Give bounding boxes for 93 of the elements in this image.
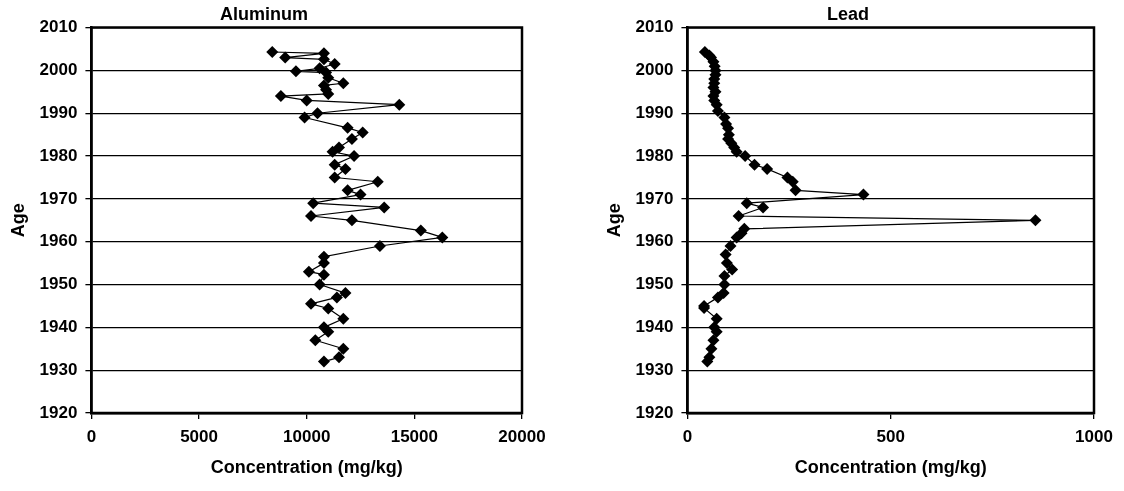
point bbox=[317, 268, 330, 281]
point bbox=[322, 302, 335, 315]
x-axis-title: Concentration (mg/kg) bbox=[794, 457, 987, 478]
point bbox=[354, 188, 367, 201]
point bbox=[373, 239, 386, 252]
point bbox=[307, 197, 320, 210]
point bbox=[740, 197, 753, 210]
point bbox=[393, 98, 406, 111]
point bbox=[305, 210, 318, 223]
y-tick-label: 1970 bbox=[39, 188, 78, 208]
y-tick-label: 1930 bbox=[635, 359, 674, 379]
point bbox=[337, 312, 350, 325]
x-axis-title: Concentration (mg/kg) bbox=[210, 457, 403, 478]
point bbox=[711, 291, 724, 304]
point bbox=[748, 158, 761, 171]
point bbox=[718, 269, 731, 282]
point bbox=[337, 77, 350, 90]
x-tick-label: 20000 bbox=[498, 426, 546, 446]
point bbox=[345, 132, 358, 145]
y-tick-label: 1960 bbox=[39, 231, 78, 251]
x-tick-label: 1000 bbox=[1075, 426, 1113, 446]
point bbox=[707, 334, 720, 347]
point bbox=[328, 58, 341, 70]
y-tick-label: 1940 bbox=[635, 317, 674, 337]
point bbox=[317, 355, 330, 368]
y-tick-label: 1950 bbox=[635, 274, 674, 294]
x-tick-label: 5000 bbox=[180, 426, 218, 446]
x-tick-label: 10000 bbox=[283, 426, 331, 446]
y-tick-label: 1960 bbox=[635, 231, 674, 251]
point bbox=[313, 278, 326, 291]
point bbox=[302, 265, 315, 278]
point bbox=[289, 65, 302, 78]
point bbox=[313, 62, 326, 75]
point bbox=[710, 312, 723, 325]
point bbox=[857, 188, 870, 201]
x-tick-label: 15000 bbox=[390, 426, 438, 446]
point bbox=[732, 210, 745, 223]
point bbox=[341, 121, 354, 134]
point bbox=[761, 162, 774, 175]
chart-title: Aluminum bbox=[220, 3, 308, 24]
point bbox=[322, 325, 335, 338]
point bbox=[341, 184, 354, 197]
point bbox=[757, 201, 770, 214]
y-tick-label: 2000 bbox=[39, 60, 78, 80]
point bbox=[436, 231, 449, 244]
y-tick-label: 1990 bbox=[635, 102, 674, 122]
point bbox=[356, 126, 369, 139]
point bbox=[300, 94, 313, 107]
point bbox=[305, 297, 318, 310]
point bbox=[337, 342, 350, 355]
point bbox=[311, 107, 324, 120]
point bbox=[724, 239, 737, 252]
y-tick-label: 1980 bbox=[39, 145, 78, 165]
y-tick-label: 1990 bbox=[39, 102, 78, 122]
point bbox=[279, 51, 292, 64]
point bbox=[328, 158, 341, 171]
point bbox=[739, 150, 752, 163]
y-axis-title: Age bbox=[7, 203, 28, 238]
y-tick-label: 1970 bbox=[635, 188, 674, 208]
point bbox=[330, 291, 343, 304]
y-tick-label: 1980 bbox=[635, 145, 674, 165]
point bbox=[345, 214, 358, 227]
point bbox=[309, 334, 322, 347]
y-tick-label: 1920 bbox=[635, 402, 674, 422]
x-tick-label: 500 bbox=[876, 426, 905, 446]
point bbox=[371, 175, 384, 188]
chart-title: Lead bbox=[826, 3, 870, 24]
y-tick-label: 2010 bbox=[635, 17, 674, 37]
point bbox=[274, 90, 287, 103]
point bbox=[726, 263, 739, 276]
y-tick-label: 1930 bbox=[39, 359, 78, 379]
y-tick-label: 1950 bbox=[39, 274, 78, 294]
y-axis-title: Age bbox=[603, 203, 624, 238]
point bbox=[328, 171, 341, 184]
point bbox=[1029, 214, 1042, 227]
point bbox=[348, 150, 361, 163]
point bbox=[789, 184, 802, 197]
point bbox=[339, 162, 352, 175]
y-tick-label: 1920 bbox=[39, 402, 78, 422]
point bbox=[298, 111, 311, 124]
y-tick-label: 2000 bbox=[635, 60, 674, 80]
y-tick-label: 2010 bbox=[39, 17, 78, 37]
point bbox=[326, 145, 339, 158]
point bbox=[378, 201, 391, 214]
point bbox=[266, 46, 279, 59]
point bbox=[339, 287, 352, 300]
y-tick-label: 1940 bbox=[39, 317, 78, 337]
point bbox=[720, 257, 733, 270]
point bbox=[333, 351, 345, 364]
point bbox=[730, 231, 743, 244]
point bbox=[414, 224, 427, 237]
x-tick-label: 0 bbox=[86, 426, 97, 446]
x-tick-label: 0 bbox=[682, 426, 693, 446]
